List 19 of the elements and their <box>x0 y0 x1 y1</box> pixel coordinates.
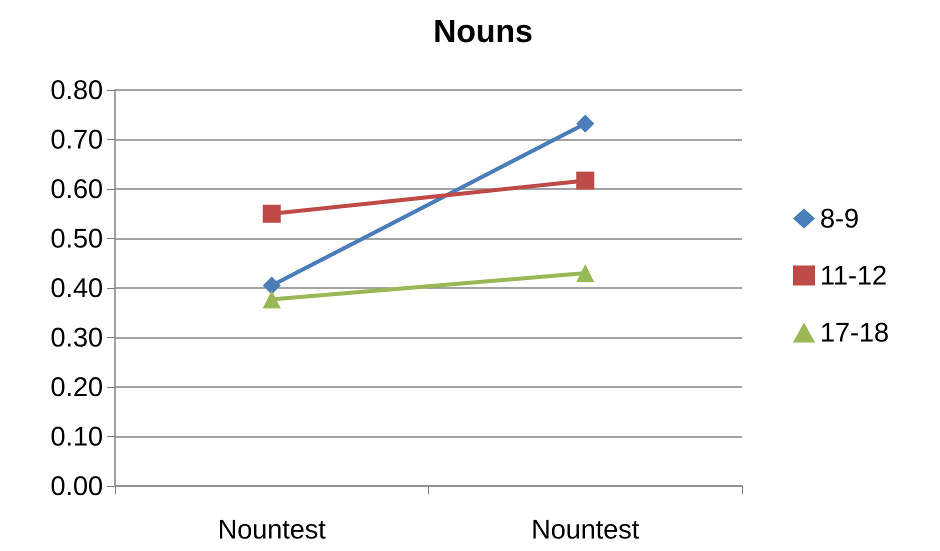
point <box>262 204 281 223</box>
y-tick-label: 0.20 <box>50 372 103 402</box>
y-tick-label: 0.10 <box>50 422 103 452</box>
y-tick-label: 0.40 <box>50 273 103 303</box>
chart-title: Nouns <box>433 13 533 49</box>
legend-label: 11-12 <box>820 260 888 290</box>
legend-label: 8-9 <box>820 204 860 234</box>
y-tick-label: 0.70 <box>50 124 103 154</box>
x-tick-label: Nountest <box>531 514 640 544</box>
y-tick-label: 0.80 <box>50 75 103 105</box>
legend-label: 17-18 <box>820 318 890 348</box>
x-tick-label: Nountest <box>218 514 326 544</box>
point <box>262 276 281 295</box>
point <box>576 114 594 133</box>
point <box>576 172 594 190</box>
y-tick-label: 0.60 <box>50 174 103 204</box>
y-tick-label: 0.00 <box>50 471 103 501</box>
y-tick-label: 0.30 <box>50 322 103 352</box>
y-tick-label: 0.50 <box>50 224 103 254</box>
